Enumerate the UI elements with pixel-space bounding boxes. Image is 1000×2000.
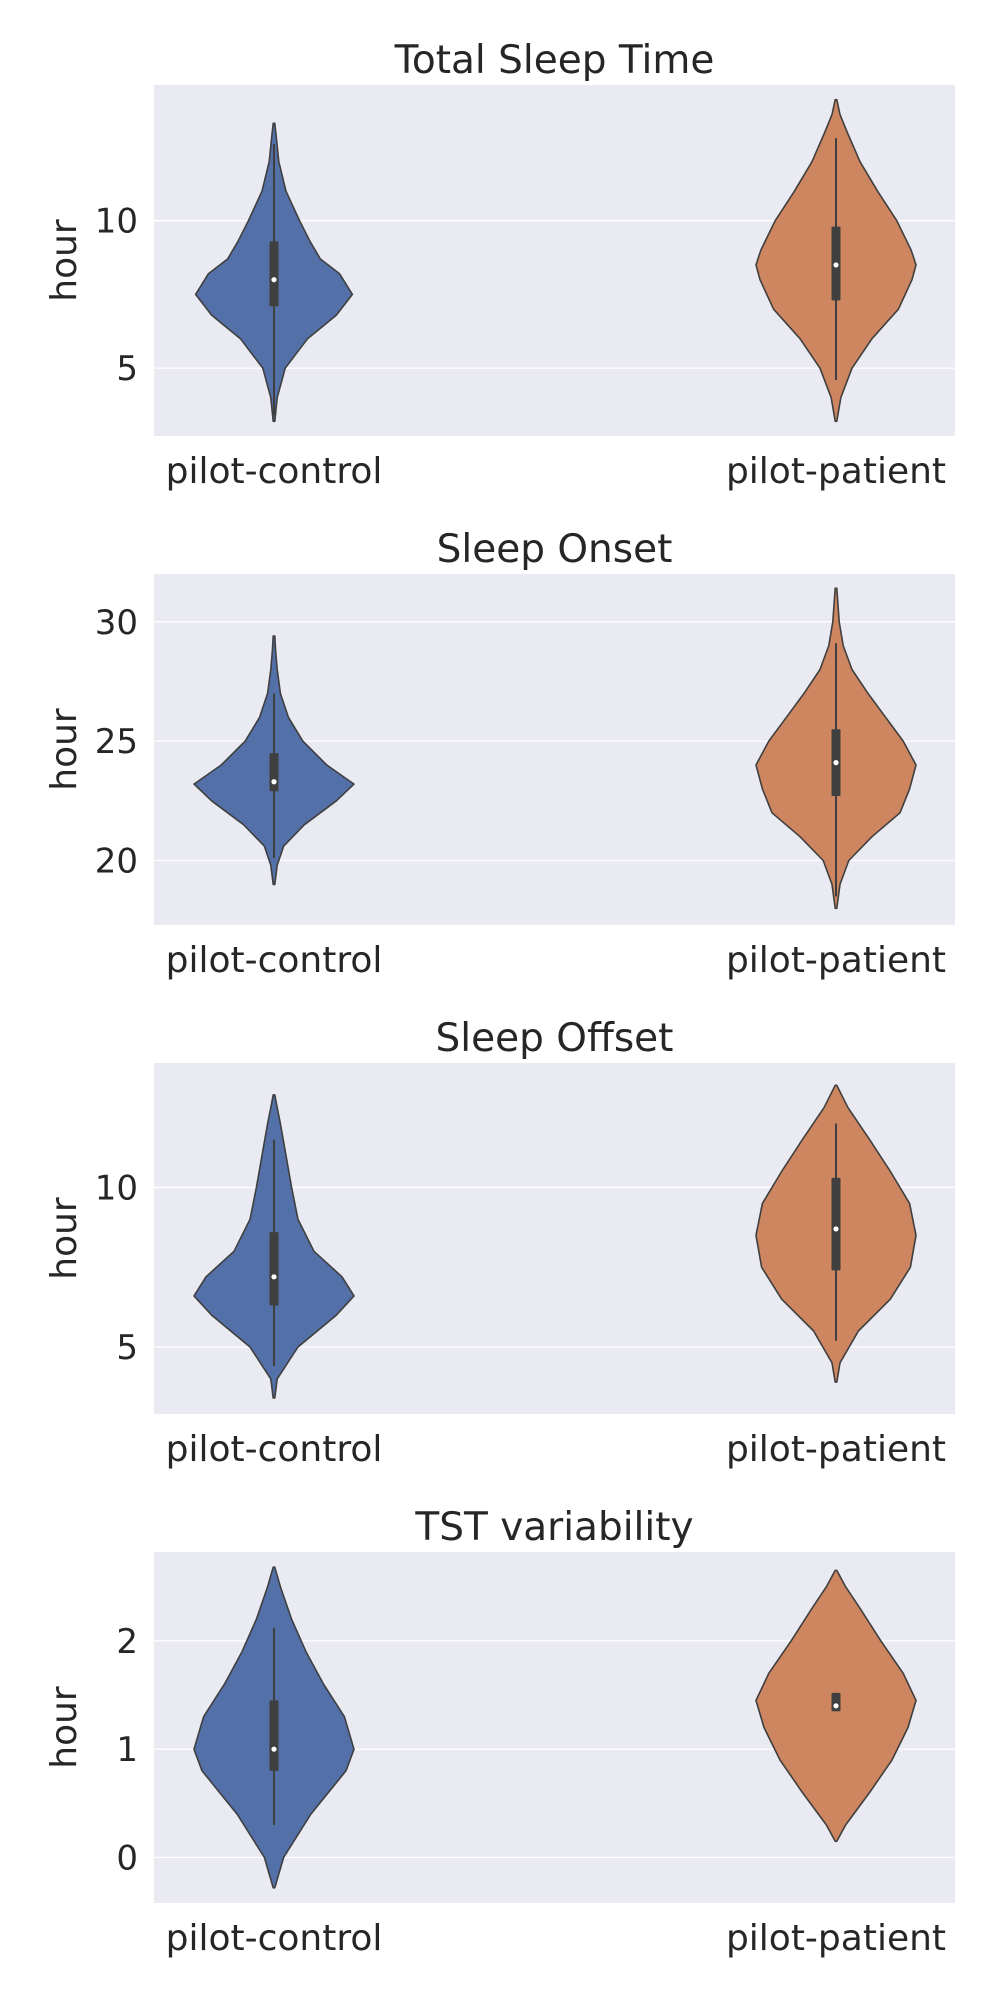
violin-iqr-box (831, 1692, 841, 1712)
panel-sleep-offset: 5 10 Sleep Offset hour pilot-control pilot-pa… (44, 1016, 955, 1470)
violin-pilot-patient (755, 1084, 917, 1383)
x-tick-label: pilot-patient (726, 1918, 946, 1959)
violin-pilot-patient (755, 1569, 917, 1843)
y-tick-label: 30 (95, 603, 138, 643)
y-tick-label: 10 (95, 202, 138, 242)
chart-title: TST variability (414, 1505, 693, 1550)
y-axis-label: hour (44, 1686, 85, 1769)
violin-median-dot (833, 1226, 839, 1232)
violin-pilot-patient (755, 587, 917, 910)
violin-pilot-control (193, 635, 355, 886)
violin-median-dot (271, 277, 277, 283)
panel-total-sleep-time: 5 10 Total Sleep Time hour pilot-control pilo… (44, 38, 955, 492)
y-axis-label: hour (44, 708, 85, 791)
chart-title: Total Sleep Time (394, 38, 715, 83)
y-axis-label: hour (44, 219, 85, 302)
x-tick-label: pilot-control (166, 1429, 383, 1470)
violin-median-dot (833, 1703, 839, 1709)
violin-iqr-box (269, 241, 279, 307)
violin-pilot-control (193, 1566, 355, 1889)
x-tick-label: pilot-control (166, 451, 383, 492)
panel-sleep-onset: 20 25 30 Sleep Onset hour pilot-control pilot-… (44, 527, 955, 981)
violin-pilot-control (193, 1094, 355, 1399)
y-tick-label: 2 (116, 1622, 138, 1662)
violin-iqr-box (831, 1177, 841, 1271)
violin-median-dot (833, 262, 839, 268)
y-axis-label: hour (44, 1197, 85, 1280)
violin-median-dot (271, 1274, 277, 1280)
y-tick-label: 20 (95, 842, 138, 882)
y-tick-label: 1 (116, 1730, 138, 1770)
violin-median-dot (833, 760, 839, 766)
violin-median-dot (271, 1746, 277, 1752)
violin-pilot-control (194, 122, 354, 423)
y-tick-label: 10 (95, 1168, 138, 1208)
y-tick-label: 5 (116, 1328, 138, 1368)
chart-title: Sleep Offset (436, 1016, 674, 1061)
x-tick-label: pilot-patient (726, 1429, 946, 1470)
x-tick-label: pilot-patient (726, 451, 946, 492)
y-tick-label: 25 (95, 722, 138, 762)
y-tick-label: 0 (116, 1839, 138, 1879)
violin-iqr-box (269, 753, 279, 792)
x-tick-label: pilot-control (166, 1918, 383, 1959)
chart-title: Sleep Onset (437, 527, 673, 572)
violin-iqr-box (269, 1232, 279, 1306)
x-tick-label: pilot-control (166, 940, 383, 981)
violin-pilot-patient (755, 98, 917, 423)
panel-tst-variability: 0 1 2 TST variability hour pilot-control pilot… (44, 1505, 955, 1959)
violin-iqr-box (269, 1700, 279, 1771)
x-tick-label: pilot-patient (726, 940, 946, 981)
y-tick-label: 5 (116, 349, 138, 389)
violin-median-dot (271, 779, 277, 785)
